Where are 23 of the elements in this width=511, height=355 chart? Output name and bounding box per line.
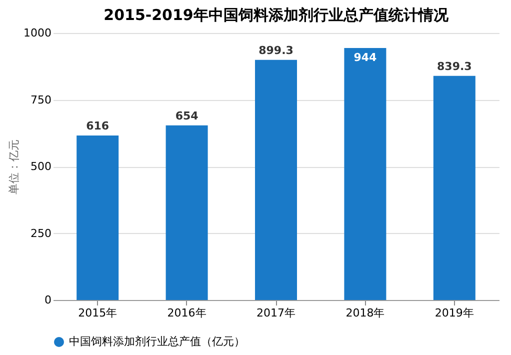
bar [255,60,297,300]
data-label: 944 [354,50,378,64]
x-tick-label: 2019年 [434,306,474,320]
y-axis-title: 单位：亿元 [8,140,21,194]
data-label: 899.3 [258,44,294,57]
chart-title: 2015-2019年中国饲料添加剂行业总产值统计情况 [104,6,450,24]
data-label: 654 [175,109,199,122]
data-label: 839.3 [437,60,472,73]
bar [76,136,119,300]
x-tick-label: 2015年 [78,306,118,320]
y-tick-label: 750 [30,93,52,106]
y-tick-label: 1000 [24,26,52,40]
bar [433,76,476,300]
data-label: 616 [86,120,110,133]
bar [344,48,386,300]
x-tick-label: 2017年 [256,306,296,320]
y-tick-label: 0 [44,294,52,306]
y-tick-label: 250 [30,226,52,240]
x-tick-label: 2016年 [167,306,206,320]
bar [166,125,208,300]
y-tick-label: 500 [30,160,52,173]
legend-label: 中国饲料添加剂行业总产值（亿元） [69,335,245,348]
x-tick-label: 2018年 [346,306,385,320]
